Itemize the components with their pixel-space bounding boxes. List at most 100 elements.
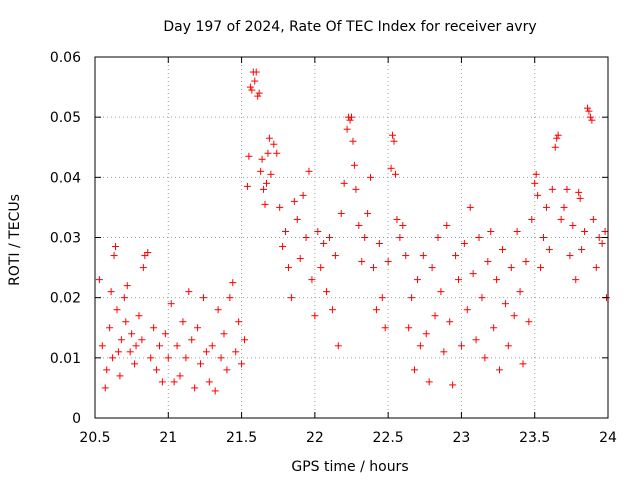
data-point — [147, 354, 155, 362]
data-point — [348, 113, 355, 121]
data-point — [466, 203, 474, 211]
data-point — [369, 264, 377, 272]
data-point — [411, 366, 419, 374]
data-point — [138, 336, 146, 344]
data-point — [375, 240, 383, 248]
data-point — [113, 306, 121, 314]
data-point — [352, 185, 360, 193]
data-point — [320, 240, 328, 248]
data-point — [481, 354, 489, 362]
data-point — [243, 182, 251, 190]
data-point — [513, 227, 521, 235]
y-tick-label: 0.06 — [50, 50, 81, 66]
data-point — [361, 234, 369, 241]
data-point — [217, 354, 225, 362]
data-point — [545, 246, 553, 254]
x-tick-label: 21.5 — [226, 430, 257, 446]
data-point — [443, 221, 451, 229]
data-point — [110, 252, 118, 260]
data-point — [575, 188, 583, 196]
data-point — [595, 234, 603, 241]
data-point — [144, 249, 152, 257]
data-point — [390, 137, 398, 145]
data-point — [314, 227, 322, 235]
data-point — [478, 294, 486, 302]
data-point — [475, 234, 483, 241]
data-point — [276, 203, 284, 211]
data-point — [540, 234, 548, 241]
data-point — [589, 215, 597, 223]
data-point — [504, 342, 512, 350]
data-point — [396, 234, 404, 241]
data-point — [516, 288, 524, 296]
data-point — [560, 203, 568, 211]
data-point — [563, 185, 571, 193]
data-point — [528, 215, 536, 223]
x-tick-label: 22 — [306, 430, 324, 446]
data-point — [449, 381, 457, 389]
axis-ticks — [94, 56, 609, 419]
data-point — [161, 330, 169, 338]
data-point — [176, 372, 184, 380]
y-tick-label: 0.04 — [50, 170, 81, 186]
data-point — [522, 258, 530, 266]
data-point — [553, 134, 561, 142]
data-point — [123, 282, 131, 290]
data-point — [248, 86, 256, 94]
data-point — [296, 255, 304, 263]
data-point — [205, 378, 213, 386]
data-point — [501, 300, 509, 308]
data-point — [267, 170, 275, 178]
data-point — [261, 200, 269, 208]
data-point — [581, 227, 589, 235]
data-point — [425, 378, 433, 386]
data-point — [211, 387, 219, 395]
data-point — [139, 264, 147, 272]
data-point — [340, 179, 348, 187]
data-point — [308, 276, 316, 284]
data-point — [554, 131, 562, 139]
data-point — [173, 342, 181, 350]
data-point — [346, 116, 354, 124]
data-point — [293, 215, 301, 223]
data-point — [402, 252, 410, 260]
data-point — [537, 264, 545, 272]
data-point — [232, 348, 240, 356]
data-point — [107, 288, 115, 296]
data-point — [260, 185, 268, 193]
data-point — [452, 252, 460, 260]
data-point — [182, 354, 190, 362]
data-point — [551, 143, 559, 151]
data-point — [254, 92, 262, 100]
data-point — [428, 264, 436, 272]
y-tick-label: 0.02 — [50, 291, 81, 307]
data-point — [241, 336, 249, 344]
data-point — [226, 294, 234, 302]
data-point — [484, 258, 492, 266]
data-point — [472, 336, 480, 344]
data-point — [167, 300, 175, 308]
x-tick-label: 23.5 — [519, 430, 550, 446]
data-point — [238, 360, 246, 368]
data-point — [251, 77, 259, 85]
x-tick-label: 22.5 — [373, 430, 404, 446]
data-point — [381, 324, 389, 332]
data-point — [279, 243, 287, 251]
data-point — [128, 330, 136, 338]
data-point — [557, 215, 565, 223]
data-point — [337, 209, 345, 217]
data-point — [490, 324, 498, 332]
data-point — [150, 324, 158, 332]
data-point — [126, 348, 134, 356]
data-point — [101, 384, 109, 392]
data-point — [460, 240, 468, 248]
data-point — [372, 306, 380, 314]
data-point — [317, 264, 325, 272]
grid-lines — [95, 57, 608, 418]
data-point — [255, 89, 263, 97]
data-point — [95, 276, 103, 284]
data-point — [245, 152, 253, 160]
data-point — [585, 107, 593, 115]
x-axis-label: GPS time / hours — [291, 459, 408, 475]
